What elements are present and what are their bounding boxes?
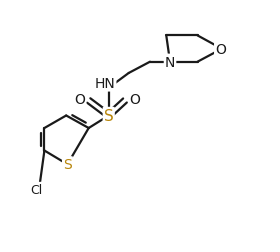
Text: O: O [74, 93, 85, 107]
Text: N: N [165, 55, 175, 69]
Text: HN: HN [95, 77, 115, 91]
Text: S: S [104, 109, 114, 123]
Text: O: O [215, 43, 226, 56]
Text: O: O [129, 93, 140, 107]
Text: S: S [63, 158, 72, 172]
Text: Cl: Cl [30, 183, 42, 196]
